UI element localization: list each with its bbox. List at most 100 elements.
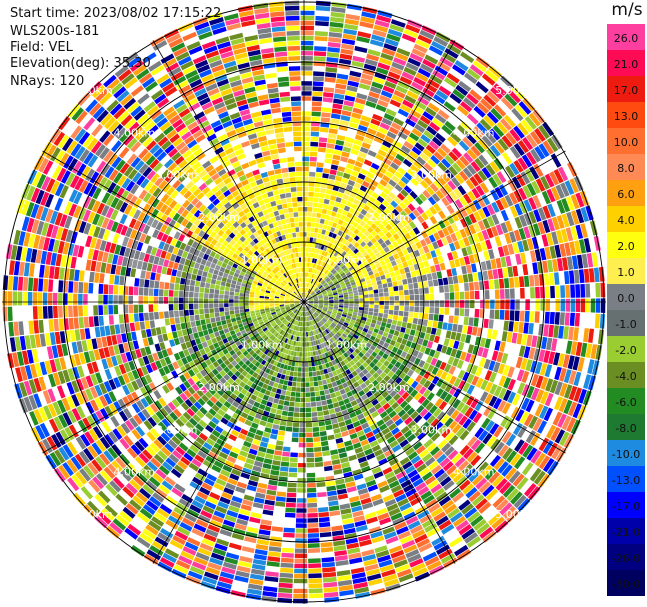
radar-gate [341, 151, 350, 158]
radar-gate [449, 93, 462, 104]
radar-gate [375, 354, 382, 361]
radar-gate [383, 246, 390, 253]
radar-gate [386, 386, 394, 394]
radar-gate [343, 28, 358, 36]
radar-gate [429, 334, 436, 342]
radar-gate [279, 379, 285, 385]
radar-gate [450, 232, 458, 242]
radar-gate [344, 261, 350, 267]
radar-gate [362, 368, 369, 375]
radar-gate [403, 140, 414, 150]
radar-gate [349, 411, 357, 419]
radar-gate [521, 334, 528, 346]
radar-gate [310, 252, 314, 258]
radar-gate [513, 321, 519, 333]
radar-gate [287, 381, 293, 387]
radar-gate [435, 132, 446, 143]
radar-gate [424, 293, 430, 301]
radar-gate [308, 303, 313, 306]
radar-gate [400, 256, 407, 263]
radar-gate [312, 319, 316, 325]
radar-gate [391, 444, 402, 453]
radar-gate [296, 508, 307, 513]
radar-gate [298, 447, 306, 453]
radar-gate [451, 147, 463, 159]
radar-gate [291, 437, 299, 443]
radar-gate [377, 215, 385, 223]
radar-gate [543, 324, 549, 337]
radar-gate [570, 284, 576, 298]
radar-gate [473, 518, 487, 531]
radar-gate [314, 187, 321, 193]
radar-gate [403, 345, 410, 353]
radar-gate [292, 376, 297, 382]
radar-gate [403, 28, 419, 39]
radar-gate [296, 377, 301, 382]
radar-gate [457, 185, 467, 196]
radar-gate [343, 294, 349, 298]
radar-gate [333, 540, 346, 547]
radar-gate [304, 287, 306, 292]
radar-gate [444, 393, 453, 403]
radar-gate [337, 166, 346, 173]
radar-gate [277, 592, 293, 599]
radar-gate [528, 347, 536, 360]
radar-gate [268, 438, 277, 445]
radar-gate [352, 351, 358, 357]
radar-gate [365, 212, 372, 219]
radar-gate [496, 211, 505, 224]
radar-gate [442, 52, 457, 64]
radar-gate [333, 180, 341, 187]
radar-gate [373, 175, 382, 183]
radar-gate [307, 294, 311, 299]
radar-gate [302, 166, 309, 172]
radar-gate [431, 272, 438, 280]
radar-gate [455, 144, 466, 155]
radar-gate [330, 16, 345, 23]
radar-gate [359, 120, 370, 128]
radar-gate [422, 362, 430, 371]
radar-gate [403, 511, 416, 521]
radar-gate [468, 224, 477, 235]
radar-gate [321, 208, 328, 215]
radar-gate [429, 300, 435, 307]
radar-gate [427, 560, 442, 571]
radar-gate [353, 139, 363, 146]
radar-gate [353, 323, 359, 329]
radar-gate [317, 497, 328, 503]
radar-gate [287, 487, 297, 493]
radar-gate [556, 215, 565, 229]
radar-gate [425, 106, 437, 117]
radar-gate [546, 188, 556, 203]
radar-gate [295, 392, 301, 397]
radar-gate [309, 387, 315, 392]
radar-gate [296, 493, 307, 498]
radar-gate [489, 144, 501, 157]
radar-gate [365, 200, 374, 208]
radar-gate [522, 185, 532, 199]
radar-gate [434, 286, 439, 294]
radar-gate [575, 342, 583, 357]
radar-gate [299, 422, 306, 428]
radar-gate [306, 227, 311, 232]
radar-gate [284, 522, 296, 528]
radar-gate [321, 400, 328, 406]
radar-gate [388, 309, 394, 315]
radar-gate [396, 336, 403, 344]
radar-gate [345, 402, 353, 409]
radar-gate [330, 285, 336, 290]
radar-gate [412, 276, 418, 283]
radar-gate [308, 176, 316, 182]
radar-gate [436, 343, 443, 352]
radar-gate [406, 433, 417, 443]
radar-gate [377, 166, 387, 175]
radar-gate [535, 389, 545, 403]
radar-gate [420, 202, 429, 212]
radar-gate [568, 326, 574, 341]
radar-gate [387, 103, 399, 113]
radar-gate [325, 72, 337, 78]
radar-gate [399, 305, 404, 311]
radar-gate [332, 370, 338, 377]
radar-gate [359, 295, 364, 299]
radar-gate [463, 255, 471, 265]
